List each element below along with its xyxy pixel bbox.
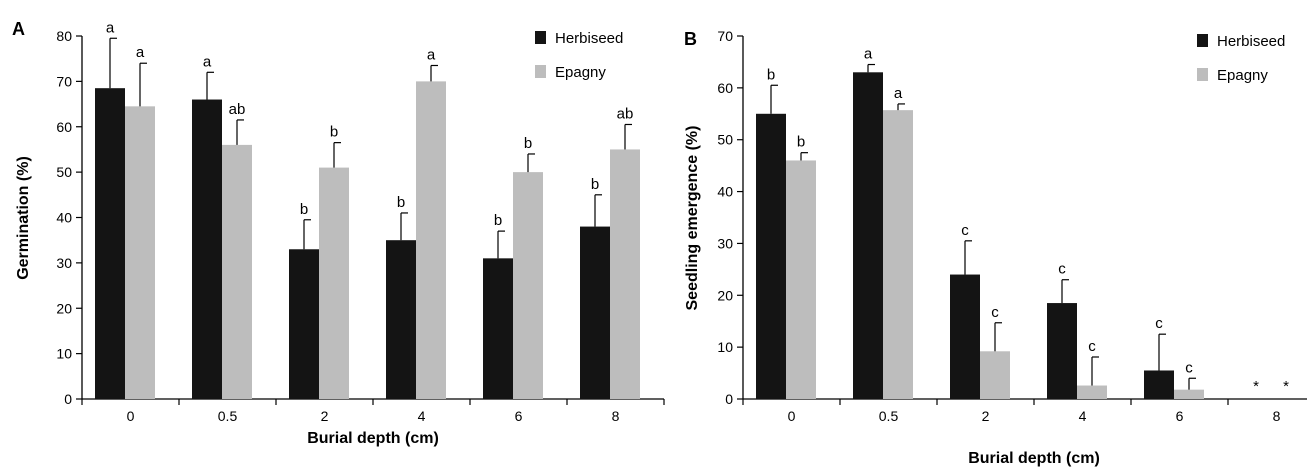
panel-label: A — [12, 19, 25, 39]
y-tick-label: 60 — [56, 119, 72, 135]
x-tick-label: 8 — [612, 408, 620, 424]
significance-letter: b — [767, 66, 775, 83]
bar — [192, 99, 222, 400]
significance-letter: a — [894, 85, 903, 102]
bar — [319, 167, 349, 399]
bar — [386, 240, 416, 399]
significance-letter: a — [864, 46, 873, 63]
significance-letter: b — [797, 134, 805, 151]
panel-b-seedling-emergence-chart: B 0 10 20 30 40 50 60 70 0 0.5 2 4 6 8 Burial depth (cm… — [684, 28, 1307, 467]
y-axis-label: Seedling emergence (%) — [684, 126, 701, 311]
significance-letter: c — [991, 304, 999, 321]
y-axis-label: Germination (%) — [15, 156, 32, 280]
x-tick-label: 0.5 — [879, 408, 899, 424]
bar — [756, 113, 786, 400]
x-tick-label: 8 — [1273, 408, 1281, 424]
significance-letter: a — [106, 19, 115, 36]
y-tick-label: 40 — [56, 210, 72, 226]
significance-letter: ab — [229, 101, 246, 118]
legend-swatch — [1197, 34, 1208, 47]
bar — [580, 226, 610, 399]
x-tick-label: 4 — [1079, 408, 1087, 424]
legend-swatch — [535, 65, 546, 78]
bar — [950, 274, 980, 399]
y-tick-label: 40 — [717, 184, 733, 200]
significance-letter: a — [136, 44, 145, 61]
bar — [289, 249, 319, 399]
legend-label: Epagny — [555, 64, 606, 81]
significance-letter: b — [524, 135, 532, 152]
bar — [513, 172, 543, 399]
y-tick-label: 30 — [56, 255, 72, 271]
bar — [786, 160, 816, 399]
x-tick-label: 2 — [982, 408, 990, 424]
x-tick-label: 4 — [418, 408, 426, 424]
bar — [483, 258, 513, 399]
x-axis-label: Burial depth (cm) — [307, 430, 439, 447]
panel-label: B — [684, 29, 697, 49]
bar — [1047, 303, 1077, 399]
significance-letter: c — [1155, 315, 1163, 332]
legend-label: Herbiseed — [1217, 33, 1285, 50]
x-tick-label: 0 — [788, 408, 796, 424]
significance-letter: a — [203, 53, 212, 70]
bar — [610, 149, 640, 399]
y-tick-label: 20 — [56, 300, 72, 316]
bar — [883, 110, 913, 400]
significance-letter: ab — [617, 105, 634, 122]
x-tick-label: 0.5 — [218, 408, 238, 424]
bar — [853, 72, 883, 400]
bar — [1174, 389, 1204, 399]
x-axis-label: Burial depth (cm) — [968, 450, 1100, 467]
significance-letter: b — [397, 194, 405, 211]
significance-letter: a — [427, 46, 436, 63]
y-tick-label: 20 — [717, 287, 733, 303]
legend-label: Epagny — [1217, 67, 1268, 84]
bar — [416, 81, 446, 399]
y-tick-label: 70 — [56, 73, 72, 89]
bar — [980, 351, 1010, 399]
y-tick-label: 50 — [56, 164, 72, 180]
y-tick-label: 10 — [56, 346, 72, 362]
y-tick-label: 10 — [717, 339, 733, 355]
legend-label: Herbiseed — [555, 30, 623, 47]
panel-a-germination-chart: A 0 10 20 30 40 50 60 70 80 0 0.5 2 4 6 8 Burial depth (… — [12, 19, 665, 447]
legend-swatch — [1197, 68, 1208, 81]
bar — [1144, 370, 1174, 399]
bar — [222, 144, 252, 399]
x-tick-label: 6 — [515, 408, 523, 424]
significance-letter: c — [1185, 359, 1193, 376]
y-tick-label: 30 — [717, 235, 733, 251]
legend-swatch — [535, 31, 546, 44]
significance-letter: c — [1058, 261, 1066, 278]
significance-letter: b — [591, 176, 599, 193]
y-tick-label: 0 — [725, 391, 733, 407]
x-tick-label: 6 — [1176, 408, 1184, 424]
significance-letter: b — [330, 124, 338, 141]
bar — [1077, 385, 1107, 399]
significance-letter: c — [1088, 338, 1096, 355]
significance-letter: c — [961, 222, 969, 239]
y-tick-label: 50 — [717, 132, 733, 148]
bar — [95, 88, 125, 400]
y-tick-label: 60 — [717, 80, 733, 96]
bar — [125, 106, 155, 400]
absent-marker: * — [1283, 378, 1289, 395]
x-tick-label: 0 — [127, 408, 135, 424]
y-tick-label: 0 — [64, 391, 72, 407]
y-tick-label: 70 — [717, 28, 733, 44]
significance-letter: b — [300, 201, 308, 218]
x-tick-label: 2 — [321, 408, 329, 424]
significance-letter: b — [494, 212, 502, 229]
y-tick-label: 80 — [56, 28, 72, 44]
absent-marker: * — [1253, 378, 1259, 395]
